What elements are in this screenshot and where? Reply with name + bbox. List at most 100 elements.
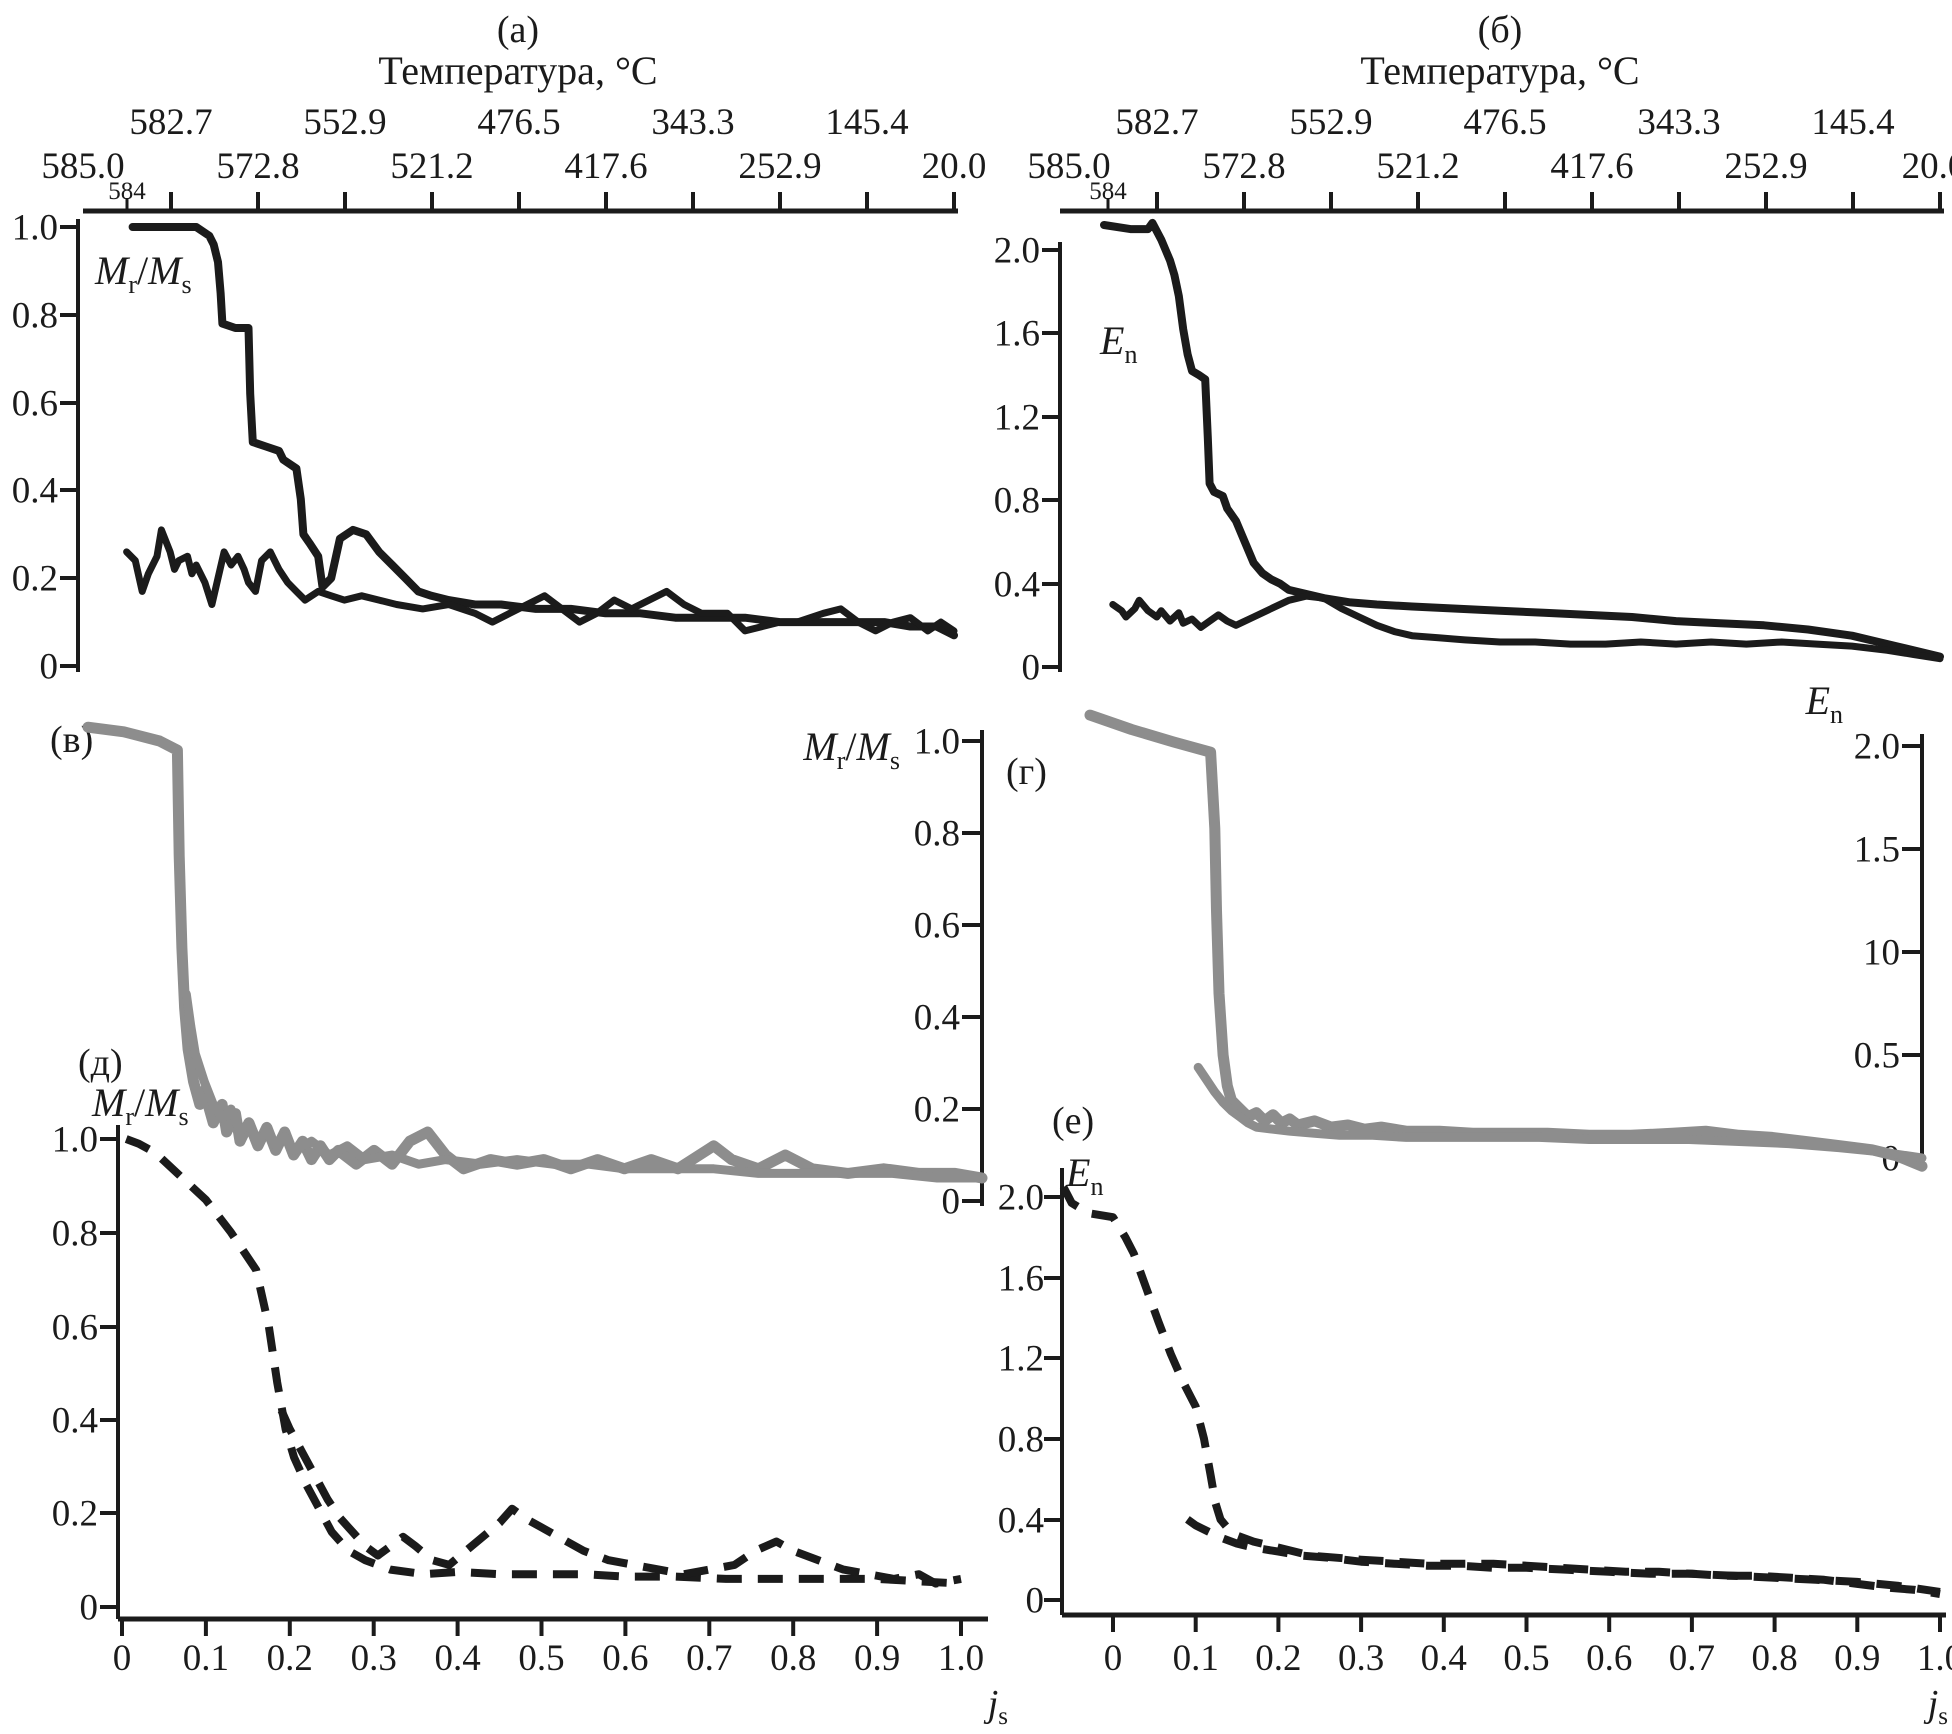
label-part: M bbox=[147, 248, 184, 293]
panel-b-y-tick-label: 0.8 bbox=[994, 480, 1040, 521]
panel-e-js-axis: 0 0.1 0.2 0.3 0.4 0.5 0.6 0.7 0.8 0.9 1.0 js bbox=[1062, 1612, 1952, 1730]
panel-e-js-axis-label: js bbox=[1923, 1683, 1948, 1730]
panel-a-y-tick-label: 0.6 bbox=[12, 383, 58, 424]
panel-v-quantity-label: Mr/Ms bbox=[802, 724, 900, 775]
label-part: E bbox=[1099, 318, 1124, 363]
panel-a-y-tick-label: 0.2 bbox=[12, 558, 58, 599]
panel-d-dashed-noisy-curve bbox=[277, 1408, 962, 1588]
panel-b-temperature-upper-label: 552.9 bbox=[1289, 102, 1372, 143]
label-part: E bbox=[1065, 1150, 1090, 1195]
panel-d-js-tick-label: 0.3 bbox=[351, 1638, 397, 1679]
panel-a-temperature-upper-label: 476.5 bbox=[477, 102, 560, 143]
label-part: r bbox=[837, 746, 846, 775]
panel-d-js-tick-label: 1.0 bbox=[938, 1638, 984, 1679]
label-part: s bbox=[890, 746, 900, 775]
panel-e-y-tick-label: 0.8 bbox=[998, 1419, 1044, 1460]
label-part: s bbox=[1938, 1703, 1948, 1730]
panel-e-js-tick-label: 0.6 bbox=[1586, 1638, 1632, 1679]
panel-d-js-tick-label: 0.4 bbox=[434, 1638, 480, 1679]
panel-a-temperature-lower-label: 417.6 bbox=[564, 146, 647, 187]
panel-g-quantity-label: En bbox=[1805, 678, 1843, 729]
panel-d-curves bbox=[124, 1135, 962, 1588]
label-part: j bbox=[983, 1683, 999, 1725]
panel-b-y-tick-label: 2.0 bbox=[994, 230, 1040, 271]
panel-e-y-axis: 2.0 1.6 1.2 0.8 0.4 0 bbox=[998, 1168, 1064, 1621]
panel-e-letter: (е) bbox=[1052, 1100, 1094, 1142]
panel-g-y-tick-label: 1.5 bbox=[1854, 829, 1900, 870]
label-part: n bbox=[1124, 340, 1137, 369]
panel-b-quantity-label: En bbox=[1099, 318, 1137, 369]
panel-e-y-tick-label: 1.2 bbox=[998, 1338, 1044, 1379]
panel-v-y-axis: 1.0 0.8 0.6 0.4 0.2 0 bbox=[914, 721, 984, 1222]
panel-d-js-tick-label: 0.2 bbox=[267, 1638, 313, 1679]
panel-e-dashed-secondary-energy-curve bbox=[1185, 1516, 1941, 1596]
panel-a-temperature-lower-label: 572.8 bbox=[216, 146, 299, 187]
panel-b-noisy-low-energy-curve bbox=[1109, 592, 1944, 663]
panel-b-temperature-start-label: 585.0 bbox=[1027, 146, 1110, 187]
panel-a-temperature-start-label: 585.0 bbox=[41, 146, 124, 187]
label-part: E bbox=[1805, 678, 1830, 723]
panel-b-temperature-lower-label: 521.2 bbox=[1376, 146, 1459, 187]
panel-b-temperature-upper-label: 343.3 bbox=[1637, 102, 1720, 143]
panel-d-y-tick-label: 0 bbox=[80, 1587, 99, 1628]
panel-d-y-tick-label: 1.0 bbox=[52, 1119, 98, 1160]
panel-g-curves bbox=[1084, 709, 1928, 1172]
panel-a-temperature-axis: 584585.0582.7572.8552.9521.2476.5417.634… bbox=[41, 102, 986, 214]
panel-d-js-axis-label: js bbox=[983, 1683, 1008, 1730]
panel-v-y-tick-label: 0.8 bbox=[914, 813, 960, 854]
panel-e-y-tick-label: 0.4 bbox=[998, 1500, 1044, 1541]
panel-d-y-tick-label: 0.8 bbox=[52, 1213, 98, 1254]
panel-d-y-tick-label: 0.4 bbox=[52, 1400, 98, 1441]
panel-g-letter: (г) bbox=[1006, 751, 1047, 793]
panel-a-y-tick-label: 0.4 bbox=[12, 470, 58, 511]
panel-g-y-tick-label: 10 bbox=[1863, 932, 1900, 973]
panel-d-letter: (д) bbox=[78, 1042, 123, 1084]
panel-b-temperature-lower-label: 252.9 bbox=[1724, 146, 1807, 187]
panel-d-js-tick-label: 0.8 bbox=[770, 1638, 816, 1679]
panel-a-temperature-upper-label: 343.3 bbox=[651, 102, 734, 143]
panel-a-temperature-subtick-label: 584 bbox=[108, 178, 146, 205]
panel-v-y-tick-label: 0.4 bbox=[914, 997, 960, 1038]
panel-b-temperature-lower-label: 417.6 bbox=[1550, 146, 1633, 187]
panel-b-y-axis: 2.0 1.6 1.2 0.8 0.4 0 bbox=[994, 230, 1062, 688]
panel-a-y-tick-label: 0 bbox=[40, 646, 59, 687]
panel-b-y-tick-label: 0.4 bbox=[994, 564, 1040, 605]
panel-d-js-tick-label: 0.6 bbox=[602, 1638, 648, 1679]
panel-e-dashed-steep-drop-energy-curve bbox=[1059, 1185, 1941, 1598]
panel-e-js-tick-label: 0.1 bbox=[1173, 1638, 1219, 1679]
label-part: r bbox=[128, 270, 137, 299]
label-part: s bbox=[181, 270, 191, 299]
panel-d-js-tick-label: 0.7 bbox=[686, 1638, 732, 1679]
panel-a-temperature-upper-label: 582.7 bbox=[129, 102, 212, 143]
panel-g-y-tick-label: 2.0 bbox=[1854, 726, 1900, 767]
panel-a-y-tick-label: 1.0 bbox=[12, 207, 58, 248]
label-part: M bbox=[802, 724, 839, 769]
panel-v-curves bbox=[82, 721, 988, 1184]
panel-b-temperature-axis: 584585.0582.7572.8552.9521.2476.5417.634… bbox=[1027, 102, 1952, 214]
panel-b-y-tick-label: 0 bbox=[1022, 647, 1041, 688]
panel-e-js-tick-label: 0.5 bbox=[1503, 1638, 1549, 1679]
label-part: s bbox=[178, 1102, 188, 1131]
label-part: r bbox=[125, 1102, 134, 1131]
panel-b-title: Температура, °C bbox=[1360, 48, 1639, 93]
label-part: / bbox=[134, 1080, 146, 1125]
panel-g-y-tick-label: 0.5 bbox=[1854, 1035, 1900, 1076]
panel-b-temperature-upper-label: 145.4 bbox=[1811, 102, 1894, 143]
panel-a-curves bbox=[123, 223, 958, 640]
panel-d-js-tick-label: 0.9 bbox=[854, 1638, 900, 1679]
panel-a-y-tick-label: 0.8 bbox=[12, 295, 58, 336]
panel-a-quantity-label: Mr/Ms bbox=[94, 248, 192, 299]
panel-b-temperature-lower-label: 20.0 bbox=[1902, 146, 1952, 187]
panel-d-y-axis: 1.0 0.8 0.6 0.4 0.2 0 bbox=[52, 1119, 120, 1628]
panel-a-temperature-lower-label: 252.9 bbox=[738, 146, 821, 187]
panel-b-curves bbox=[1100, 218, 1944, 663]
label-part: M bbox=[94, 248, 131, 293]
panel-e-js-tick-label: 0.9 bbox=[1834, 1638, 1880, 1679]
panel-a-y-axis: 1.0 0.8 0.6 0.4 0.2 0 bbox=[12, 207, 80, 687]
panel-e-y-tick-label: 2.0 bbox=[998, 1177, 1044, 1218]
panel-b-y-tick-label: 1.2 bbox=[994, 397, 1040, 438]
label-part: / bbox=[137, 248, 149, 293]
panel-d-js-tick-label: 0.1 bbox=[183, 1638, 229, 1679]
